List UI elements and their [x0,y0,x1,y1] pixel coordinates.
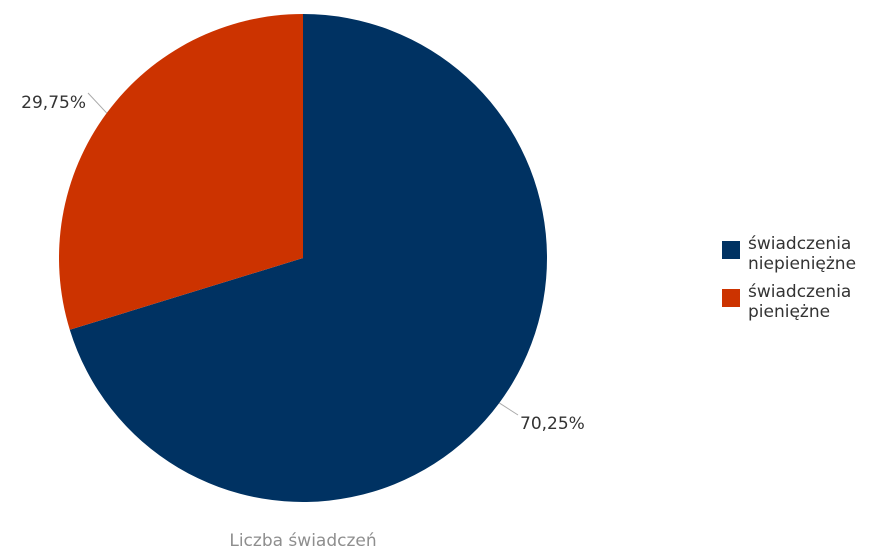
chart-caption: Liczba świadczeń [229,531,376,551]
legend: świadczenia niepieniężne świadczenia pienię… [722,234,856,322]
legend-label-1: świadczenia pieniężne [748,282,851,322]
legend-label-0: świadczenia niepieniężne [748,234,856,274]
leader-line-1 [87,92,108,114]
legend-swatch-0 [722,241,740,259]
pie-slice-0 [69,14,548,502]
leader-lines [87,92,519,416]
data-label-1: 29,75% [21,93,86,113]
pie-slice-1 [59,14,303,330]
legend-swatch-1 [722,289,740,307]
leader-line-0 [498,402,519,416]
data-labels: 70,25% 29,75% [21,93,585,434]
data-label-0: 70,25% [520,414,585,434]
pie-slices [59,14,548,502]
